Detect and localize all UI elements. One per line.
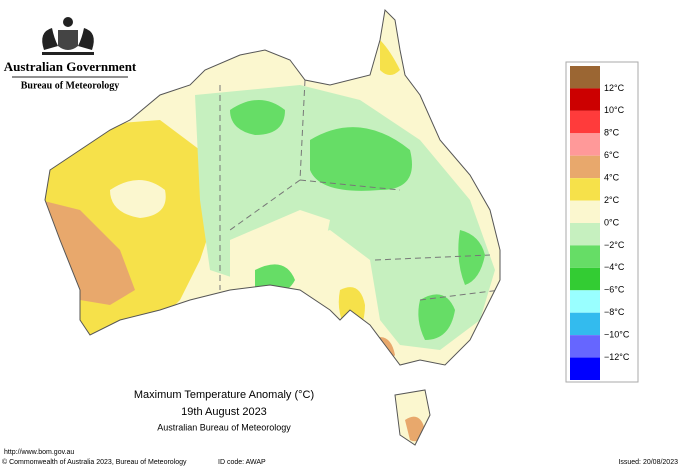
legend-swatch (570, 88, 600, 111)
legend-label: 8°C (604, 128, 620, 138)
legend-label: 6°C (604, 150, 620, 160)
legend-swatch (570, 223, 600, 246)
legend-label: 4°C (604, 173, 620, 183)
legend-label: −2°C (604, 240, 625, 250)
map-date: 19th August 2023 (181, 406, 267, 418)
legend-swatch (570, 110, 600, 134)
coastline (44, 8, 501, 446)
footer-issued: Issued: 20/08/2023 (618, 459, 678, 466)
legend-swatch (570, 335, 600, 358)
legend-swatch (570, 200, 600, 223)
legend-label: −12°C (604, 352, 630, 362)
legend-label: −4°C (604, 262, 625, 272)
legend-label: 2°C (604, 195, 620, 205)
legend-swatch (570, 312, 600, 336)
legend-label: 0°C (604, 217, 620, 227)
government-name: Australian Government (4, 59, 137, 74)
legend-swatch (570, 290, 600, 313)
map-title: Maximum Temperature Anomaly (°C) (134, 389, 314, 401)
legend-label: −10°C (604, 330, 630, 340)
legend-swatch (570, 66, 600, 89)
legend-swatch (570, 155, 600, 179)
legend: 12°C 10°C 8°C 6°C 4°C 2°C 0°C −2°C −4°C −6°C −8°C −… (565, 61, 639, 383)
legend-label: 10°C (604, 105, 625, 115)
legend-label: 12°C (604, 83, 625, 93)
legend-swatch (570, 178, 600, 201)
legend-swatch (570, 245, 600, 268)
map-source: Australian Bureau of Meteorology (157, 422, 291, 432)
coat-of-arms (42, 17, 94, 55)
legend-swatch (570, 357, 600, 380)
footer-id-code: ID code: AWAP (218, 459, 266, 466)
footer-copyright: © Commonwealth of Australia 2023, Bureau… (2, 458, 187, 466)
legend-label: −6°C (604, 285, 625, 295)
bureau-name: Bureau of Meteorology (21, 80, 120, 91)
footer-url: http://www.bom.gov.au (4, 449, 74, 456)
legend-swatch (570, 267, 600, 291)
legend-swatch (570, 133, 600, 156)
legend-label: −8°C (604, 307, 625, 317)
